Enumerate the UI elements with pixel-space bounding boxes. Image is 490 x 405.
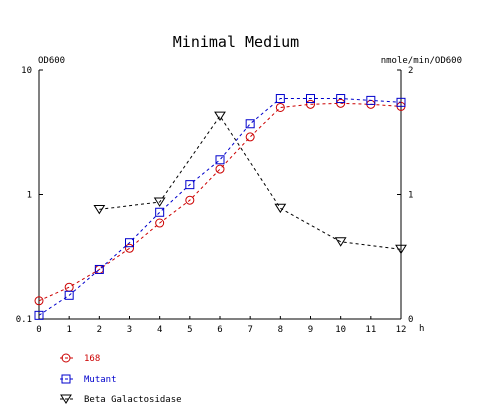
point-168-10 (336, 98, 346, 108)
left-tick-label-10: 10 (21, 66, 32, 76)
series-line-beta-galactosidase (99, 115, 402, 250)
point-mutant-6 (215, 155, 225, 165)
point-168-6 (215, 164, 225, 174)
point-168-7 (245, 132, 255, 142)
point-168-9 (306, 99, 315, 109)
x-tick-label-8: 8 (278, 325, 283, 335)
x-tick-label-7: 7 (247, 325, 252, 335)
legend-label-168: 168 (84, 354, 100, 364)
point-mutant-2 (94, 264, 104, 274)
legend-label-mutant: Mutant (84, 375, 117, 385)
point-beta-galactosidase-6 (214, 111, 226, 122)
legend: 168 Mutant Beta Galactosidase (60, 353, 182, 405)
series-line-mutant (38, 98, 402, 316)
point-168-0 (34, 296, 44, 306)
x-tick-label-2: 2 (97, 325, 102, 335)
point-beta-galactosidase-2 (93, 204, 106, 215)
series-line-168 (38, 102, 402, 302)
left-tick-label-0.1: 0.1 (16, 315, 32, 325)
point-168-5 (185, 195, 195, 205)
x-tick-label-9: 9 (308, 325, 313, 335)
left-axis-label: OD600 (38, 56, 65, 66)
chart-title: Minimal Medium (173, 33, 299, 51)
legend-marker-beta (60, 394, 72, 404)
point-mutant-4 (155, 207, 165, 217)
x-tick-label-4: 4 (157, 325, 162, 335)
legend-item-mutant: Mutant (60, 374, 117, 385)
x-tick-label-0: 0 (36, 325, 41, 335)
point-beta-galactosidase-8 (274, 203, 287, 214)
right-tick-label-1: 1 (408, 191, 413, 201)
point-mutant-10 (336, 94, 346, 104)
x-tick-label-11: 11 (365, 325, 376, 335)
point-168-4 (155, 218, 165, 228)
point-mutant-7 (245, 119, 255, 129)
right-tick-label-2: 2 (408, 66, 413, 76)
x-tick-label-10: 10 (335, 325, 346, 335)
legend-label-beta: Beta Galactosidase (84, 395, 182, 405)
legend-marker-mutant (61, 374, 71, 384)
left-tick-label-1: 1 (27, 191, 32, 201)
x-tick-label-5: 5 (187, 325, 192, 335)
x-tick-label-12: 12 (396, 325, 407, 335)
legend-item-beta-galactosidase: Beta Galactosidase (60, 394, 182, 405)
point-mutant-3 (125, 238, 134, 248)
point-mutant-1 (64, 290, 74, 300)
right-ticks: 0 1 2 (397, 66, 413, 325)
series-layer (34, 94, 407, 320)
point-168-3 (125, 243, 134, 253)
point-mutant-12 (396, 97, 406, 107)
x-ticks: 0 1 2 3 4 5 6 7 8 9 10 11 12 (36, 316, 406, 335)
point-168-1 (64, 282, 74, 292)
right-tick-label-0: 0 (408, 315, 413, 325)
legend-item-168: 168 (60, 353, 100, 364)
point-168-8 (275, 102, 285, 112)
point-beta-galactosidase-4 (153, 197, 166, 207)
x-unit-label: h (419, 324, 424, 334)
point-mutant-0 (34, 310, 44, 320)
right-axis-label: nmole/min/OD600 (381, 56, 462, 66)
point-beta-galactosidase-12 (395, 244, 407, 255)
x-tick-label-6: 6 (217, 325, 222, 335)
legend-marker-168 (61, 353, 71, 363)
point-mutant-9 (306, 94, 315, 104)
point-beta-galactosidase-10 (334, 237, 347, 247)
x-tick-label-1: 1 (66, 325, 71, 335)
point-mutant-11 (366, 95, 376, 105)
point-mutant-8 (275, 94, 285, 104)
point-mutant-5 (185, 180, 195, 190)
x-tick-label-3: 3 (127, 325, 132, 335)
